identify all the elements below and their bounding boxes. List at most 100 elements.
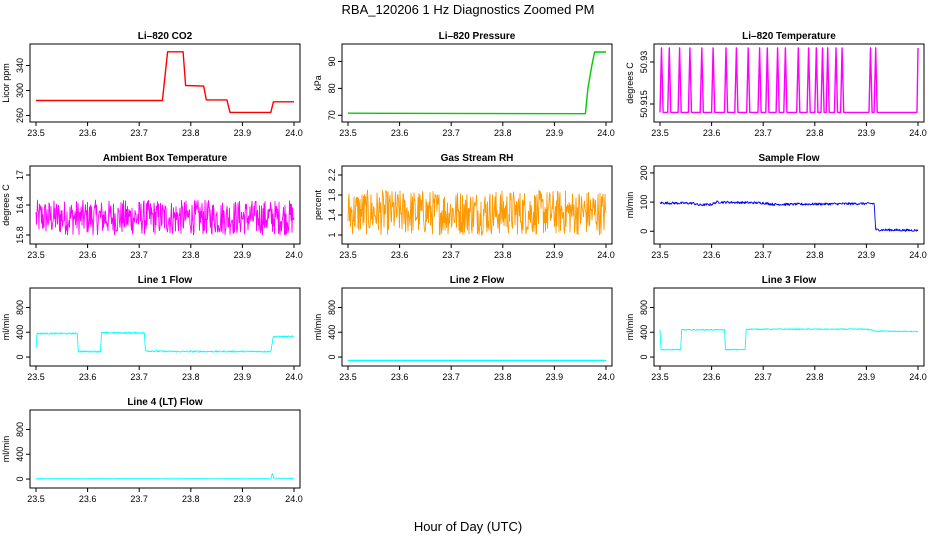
y-axis-label: ml/min	[313, 314, 323, 341]
y-tick-label: 300	[15, 83, 25, 98]
x-tick-label: 23.8	[806, 250, 824, 260]
series-line	[659, 328, 919, 351]
panel-6: Sample Flow ml/min 23.5 23.6 23.7 23.8 23.9 24.…	[625, 153, 927, 260]
panel-4: Ambient Box Temperature degrees C 23.5 23.6…	[1, 153, 303, 260]
y-tick-label: 16.4	[15, 196, 25, 214]
panel-5: Gas Stream RH percent 23.5 23.6 23.7 23.8 23.9…	[313, 153, 615, 260]
x-tick-label: 23.8	[182, 128, 200, 138]
plot-frame	[341, 287, 613, 367]
y-tick-label: 800	[639, 300, 649, 315]
x-tick-label: 23.9	[546, 128, 564, 138]
y-tick-label: 260	[15, 108, 25, 123]
y-tick-label: 2.2	[327, 169, 337, 182]
x-tick-label: 23.7	[442, 128, 460, 138]
plot-frame	[341, 165, 613, 245]
figure-xlabel: Hour of Day (UTC)	[414, 519, 522, 534]
panels: Li–820 CO2 Licor ppm 23.5 23.6 23.7 23.8 23.9 2…	[1, 31, 927, 504]
series-line	[35, 331, 295, 353]
y-tick-label: 1.4	[327, 209, 337, 222]
x-tick-label: 23.8	[182, 250, 200, 260]
y-axis-label: ml/min	[625, 314, 635, 341]
x-tick-label: 23.6	[703, 250, 721, 260]
x-tick-label: 24.0	[285, 250, 303, 260]
panel-7: Line 1 Flow ml/min 23.5 23.6 23.7 23.8 23.9 24.…	[1, 275, 303, 382]
series-line	[659, 47, 919, 114]
y-tick-label: 90	[327, 56, 337, 66]
y-axis-label: degrees C	[625, 62, 635, 104]
y-tick-label: 0	[15, 477, 25, 482]
x-tick-label: 23.8	[494, 372, 512, 382]
panel-2: Li–820 Pressure kPa 23.5 23.6 23.7 23.8 23.9 24…	[313, 31, 615, 138]
x-tick-label: 23.7	[130, 128, 148, 138]
x-tick-label: 23.6	[703, 128, 721, 138]
x-tick-label: 23.9	[858, 250, 876, 260]
x-tick-label: 23.6	[703, 372, 721, 382]
x-tick-label: 23.6	[79, 494, 97, 504]
y-axis-label: kPa	[313, 75, 323, 91]
panel-title: Ambient Box Temperature	[103, 153, 228, 164]
x-tick-label: 23.8	[182, 372, 200, 382]
y-tick-label: 400	[327, 325, 337, 340]
x-tick-label: 23.5	[27, 250, 45, 260]
x-tick-label: 23.5	[339, 250, 357, 260]
panel-title: Li–820 Pressure	[439, 31, 516, 42]
x-tick-label: 23.8	[806, 372, 824, 382]
panel-9: Line 3 Flow ml/min 23.5 23.6 23.7 23.8 23.9 24.…	[625, 275, 927, 382]
y-axis-label: percent	[313, 189, 323, 220]
plot-frame	[653, 165, 925, 245]
y-tick-label: 200	[639, 165, 649, 180]
x-tick-label: 23.7	[130, 250, 148, 260]
y-axis-label: ml/min	[1, 314, 11, 341]
y-axis-label: degrees C	[1, 184, 11, 226]
y-tick-label: 15.8	[15, 226, 25, 244]
x-tick-label: 23.8	[182, 494, 200, 504]
y-tick-label: 1	[327, 232, 337, 237]
y-tick-label: 50.915	[639, 90, 649, 118]
y-tick-label: 0	[639, 355, 649, 360]
panel-1: Li–820 CO2 Licor ppm 23.5 23.6 23.7 23.8 23.9 2…	[1, 31, 303, 138]
panel-title: Line 4 (LT) Flow	[127, 397, 203, 408]
y-tick-label: 0	[639, 229, 649, 234]
panel-title: Line 1 Flow	[138, 275, 193, 286]
panel-title: Line 2 Flow	[450, 275, 505, 286]
plot-frame	[29, 287, 301, 367]
x-tick-label: 24.0	[597, 250, 615, 260]
y-axis-label: ml/min	[625, 192, 635, 219]
x-tick-label: 23.7	[442, 250, 460, 260]
y-tick-label: 800	[327, 300, 337, 315]
series-line	[347, 51, 606, 115]
x-tick-label: 23.5	[27, 128, 45, 138]
y-tick-label: 800	[15, 300, 25, 315]
x-tick-label: 23.9	[234, 128, 252, 138]
x-tick-label: 24.0	[597, 128, 615, 138]
y-tick-label: 1.8	[327, 189, 337, 202]
x-tick-label: 23.9	[546, 372, 564, 382]
plot-frame	[29, 43, 301, 123]
x-tick-label: 23.6	[79, 128, 97, 138]
x-tick-label: 23.7	[754, 250, 772, 260]
x-tick-label: 23.5	[651, 128, 669, 138]
panel-3: Li–820 Temperature degrees C 23.5 23.6 23.7 2…	[625, 31, 927, 138]
x-tick-label: 23.6	[391, 372, 409, 382]
plot-frame	[29, 165, 301, 245]
y-tick-label: 100	[639, 195, 649, 210]
x-tick-label: 23.7	[130, 372, 148, 382]
panel-title: Li–820 CO2	[138, 31, 193, 42]
x-tick-label: 23.5	[339, 128, 357, 138]
y-tick-label: 0	[15, 355, 25, 360]
panel-title: Sample Flow	[758, 153, 819, 164]
x-tick-label: 23.7	[754, 128, 772, 138]
series-line	[36, 51, 294, 114]
x-tick-label: 23.6	[79, 372, 97, 382]
x-tick-label: 24.0	[285, 494, 303, 504]
figure-title: RBA_120206 1 Hz Diagnostics Zoomed PM	[342, 2, 595, 17]
y-tick-label: 340	[15, 58, 25, 73]
y-tick-label: 400	[15, 447, 25, 462]
series-line	[36, 473, 294, 480]
plot-frame	[29, 409, 301, 489]
x-tick-label: 23.7	[130, 494, 148, 504]
plot-frame	[653, 43, 925, 123]
y-tick-label: 800	[15, 422, 25, 437]
y-tick-label: 400	[15, 325, 25, 340]
x-tick-label: 24.0	[285, 128, 303, 138]
